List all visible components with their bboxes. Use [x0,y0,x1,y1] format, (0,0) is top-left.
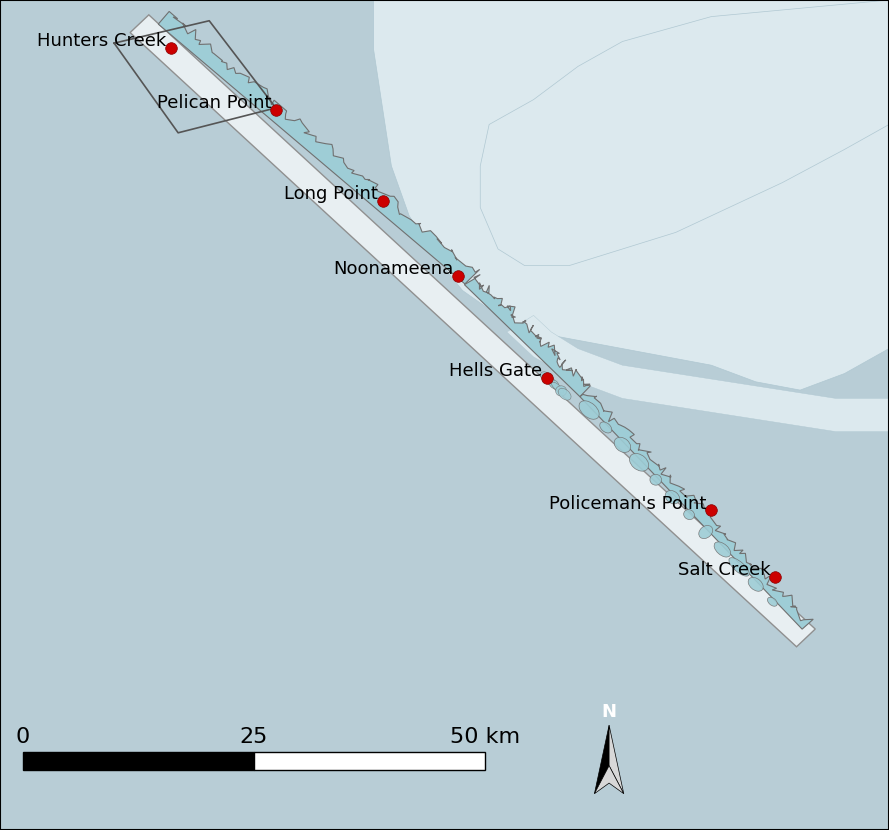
Text: 25: 25 [239,727,268,747]
Ellipse shape [629,453,649,471]
Point [164,42,178,55]
Point [768,570,782,583]
Ellipse shape [729,558,749,576]
Point [268,103,283,116]
Text: Pelican Point: Pelican Point [157,94,271,112]
Ellipse shape [684,510,694,520]
Ellipse shape [600,422,612,433]
Point [704,504,718,517]
Polygon shape [507,315,889,432]
Ellipse shape [546,377,555,385]
Polygon shape [580,394,813,629]
Ellipse shape [556,386,566,396]
Polygon shape [130,15,815,647]
Polygon shape [158,12,480,284]
Polygon shape [595,725,609,793]
Text: Noonameena: Noonameena [333,260,453,278]
Polygon shape [595,765,624,793]
Ellipse shape [558,388,571,400]
Point [375,194,389,208]
Bar [253,752,485,770]
Text: N: N [602,703,617,720]
Ellipse shape [650,474,661,486]
Bar [22,752,253,770]
Point [540,371,554,384]
Ellipse shape [699,525,713,539]
Polygon shape [464,275,590,397]
Ellipse shape [551,382,564,393]
Ellipse shape [614,437,630,452]
Ellipse shape [579,401,599,419]
Ellipse shape [767,598,777,606]
Polygon shape [373,0,889,390]
Text: Hells Gate: Hells Gate [449,362,542,380]
Ellipse shape [541,372,553,383]
Ellipse shape [714,542,731,557]
Text: Hunters Creek: Hunters Creek [37,32,166,51]
Polygon shape [609,725,624,793]
Ellipse shape [665,491,679,504]
Text: 0: 0 [15,727,29,747]
Ellipse shape [549,380,558,388]
Ellipse shape [749,578,764,591]
Text: Long Point: Long Point [284,185,378,203]
Text: 50 km: 50 km [450,727,520,747]
Text: Salt Creek: Salt Creek [678,561,771,579]
Polygon shape [480,0,889,266]
Text: Policeman's Point: Policeman's Point [549,495,707,513]
Point [451,269,465,282]
